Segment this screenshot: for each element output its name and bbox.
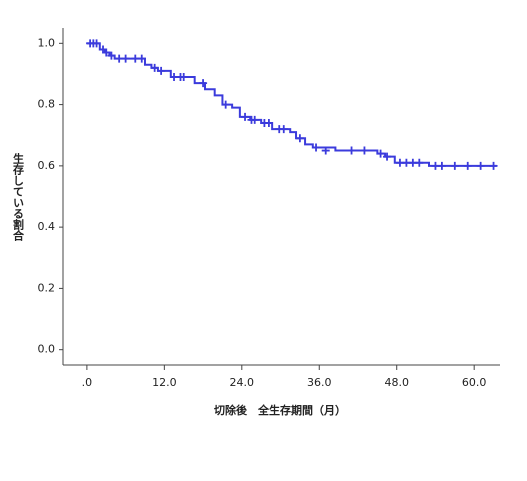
censor-mark bbox=[312, 143, 321, 152]
censor-mark bbox=[157, 66, 166, 75]
censor-mark bbox=[489, 161, 498, 170]
censor-mark bbox=[250, 115, 259, 124]
y-tick-label: 0.6 bbox=[38, 159, 56, 172]
censor-mark bbox=[360, 146, 369, 155]
y-axis-title: 生存している割合 bbox=[12, 152, 25, 242]
censor-mark bbox=[92, 39, 101, 48]
x-tick-label: 24.0 bbox=[230, 376, 255, 389]
censor-mark bbox=[199, 79, 208, 88]
censor-mark bbox=[137, 54, 146, 63]
censor-mark bbox=[463, 161, 472, 170]
censor-mark bbox=[102, 48, 111, 57]
censor-mark bbox=[383, 152, 392, 161]
censor-mark bbox=[121, 54, 130, 63]
censor-mark bbox=[179, 73, 188, 82]
censor-mark bbox=[376, 149, 385, 158]
censor-mark bbox=[437, 161, 446, 170]
censor-mark bbox=[241, 112, 250, 121]
censor-mark bbox=[295, 134, 304, 143]
censor-mark bbox=[221, 100, 230, 109]
x-axis-title: 切除後 全生存期間（月） bbox=[214, 403, 346, 417]
x-tick-label: 60.0 bbox=[462, 376, 487, 389]
censor-mark bbox=[279, 125, 288, 134]
x-tick-label: 48.0 bbox=[384, 376, 409, 389]
y-tick-label: 0.4 bbox=[38, 220, 56, 233]
y-tick-label: 0.8 bbox=[38, 98, 56, 111]
censor-mark bbox=[107, 51, 116, 60]
censor-mark bbox=[450, 161, 459, 170]
x-tick-label: 12.0 bbox=[152, 376, 177, 389]
censor-mark bbox=[321, 146, 330, 155]
censor-mark bbox=[264, 118, 273, 127]
y-tick-label: 0.0 bbox=[38, 343, 56, 356]
y-tick-label: 1.0 bbox=[38, 36, 56, 49]
x-tick-label: .0 bbox=[82, 376, 93, 389]
y-tick-label: 0.2 bbox=[38, 281, 56, 294]
censor-mark bbox=[150, 63, 159, 72]
censor-mark bbox=[476, 161, 485, 170]
x-tick-label: 36.0 bbox=[307, 376, 332, 389]
censor-mark bbox=[415, 158, 424, 167]
censor-mark bbox=[347, 146, 356, 155]
